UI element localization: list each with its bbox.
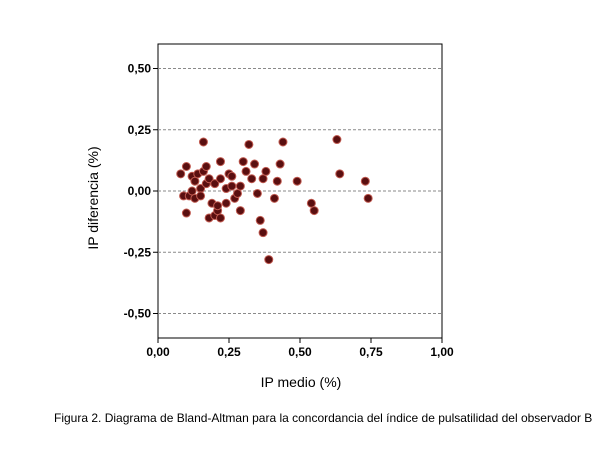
data-point: [309, 206, 319, 216]
data-point: [235, 181, 245, 191]
data-point: [335, 169, 345, 179]
data-point: [278, 137, 288, 147]
data-point: [247, 174, 257, 184]
data-point: [227, 171, 237, 181]
data-point: [215, 213, 225, 223]
data-point: [292, 176, 302, 186]
data-point: [215, 174, 225, 184]
data-point: [261, 166, 271, 176]
data-point: [360, 176, 370, 186]
figure-caption: Figura 2. Diagrama de Bland-Altman para …: [54, 411, 593, 425]
data-point: [198, 137, 208, 147]
y-tick-label: -0,50: [124, 307, 152, 321]
data-point: [363, 193, 373, 203]
data-point: [204, 174, 214, 184]
data-point: [238, 157, 248, 167]
data-point: [227, 181, 237, 191]
data-point: [264, 255, 274, 265]
data-point: [306, 198, 316, 208]
data-point: [244, 139, 254, 149]
x-tick-label: 0,50: [288, 345, 312, 359]
data-point: [196, 191, 206, 201]
data-point: [215, 157, 225, 167]
data-point: [255, 215, 265, 225]
data-point: [235, 206, 245, 216]
x-tick-label: 0,75: [359, 345, 383, 359]
data-point: [187, 186, 197, 196]
y-tick-label: -0,25: [124, 245, 152, 259]
data-point: [250, 159, 260, 169]
data-point: [233, 188, 243, 198]
data-point: [221, 198, 231, 208]
y-tick-label: 0,50: [128, 62, 152, 76]
y-tick-label: 0,00: [128, 184, 152, 198]
data-point: [181, 208, 191, 218]
data-point: [258, 174, 268, 184]
data-point: [176, 169, 186, 179]
data-point: [241, 166, 251, 176]
data-point: [269, 193, 279, 203]
data-point: [210, 179, 220, 189]
data-point: [213, 201, 223, 211]
y-axis-title: IP diferencia (%): [85, 146, 101, 249]
y-tick-label: 0,25: [128, 123, 152, 137]
data-point: [258, 228, 268, 238]
data-point: [275, 159, 285, 169]
data-point: [332, 135, 342, 145]
x-tick-label: 1,00: [430, 345, 454, 359]
x-axis-title: IP medio (%): [261, 374, 342, 390]
x-tick-label: 0,00: [146, 345, 170, 359]
data-point: [252, 188, 262, 198]
x-tick-label: 0,25: [217, 345, 241, 359]
data-point: [272, 176, 282, 186]
data-point: [190, 176, 200, 186]
data-point: [201, 162, 211, 171]
data-point: [181, 162, 191, 171]
